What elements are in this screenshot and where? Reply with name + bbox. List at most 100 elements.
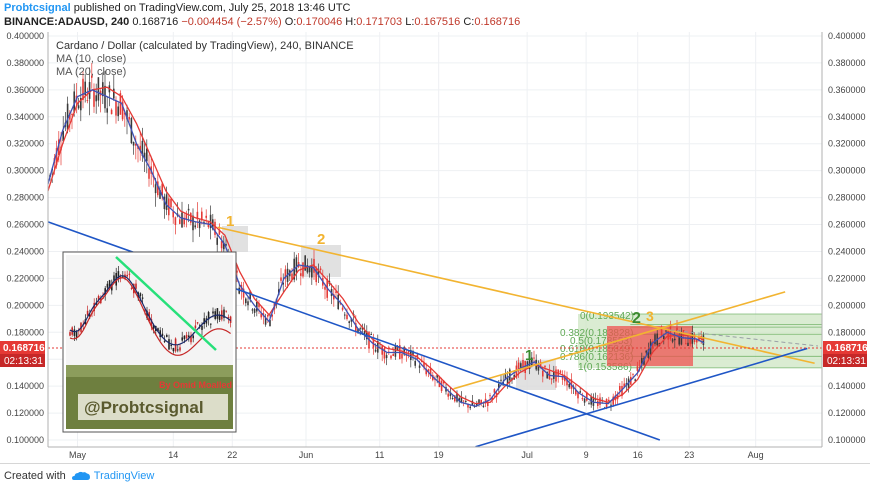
y-tick-left: 0.300000 <box>6 166 44 176</box>
created-with-text: Created with <box>4 470 66 482</box>
candle-body <box>317 269 320 275</box>
y-tick-right: 0.400000 <box>828 31 866 41</box>
candle-body <box>462 400 465 402</box>
candle-body <box>696 339 698 343</box>
y-tick-left: 0.120000 <box>6 408 44 418</box>
header-bar: Probtcsignal published on TradingView.co… <box>0 0 870 30</box>
high-label: H: <box>345 16 357 28</box>
inset-body <box>170 344 172 346</box>
x-tick-label: 19 <box>434 450 444 460</box>
candle-body <box>599 397 601 405</box>
inset-body <box>172 347 175 352</box>
chart-title: Cardano / Dollar (calculated by TradingV… <box>56 40 354 52</box>
chart-svg[interactable]: 0(0.193542) 0.382(0.183828) 0.5(0.178553… <box>0 30 870 463</box>
right-price-text: 0.168716 <box>826 343 868 354</box>
candle-body <box>198 220 201 229</box>
candle-body <box>427 369 430 372</box>
candle-body <box>271 314 273 317</box>
candle-body <box>280 277 282 281</box>
tradingview-link[interactable]: TradingView <box>93 470 155 482</box>
inset-body <box>141 297 144 299</box>
candle-body <box>423 362 425 368</box>
candle-body <box>621 386 623 397</box>
candle-body <box>509 369 511 381</box>
candle-body <box>216 237 218 245</box>
ma10-legend[interactable]: MA (10, close) <box>56 53 126 65</box>
candle-body <box>192 215 194 231</box>
candle-body <box>146 148 148 162</box>
inset-body <box>177 349 179 351</box>
candle-body <box>537 364 540 371</box>
y-tick-right: 0.320000 <box>828 139 866 149</box>
candle-body <box>300 273 302 276</box>
candle-body <box>674 338 676 341</box>
footer-bar: Created with TradingView <box>0 463 870 489</box>
candle-body <box>385 355 388 359</box>
candle-body <box>201 211 203 221</box>
x-tick-label: Jun <box>299 450 314 460</box>
candle-body <box>339 303 342 305</box>
x-tick-label: 11 <box>375 450 384 460</box>
candle-body <box>443 380 445 384</box>
candle-body <box>506 376 509 385</box>
fib-label-1: 0.382(0.183828) <box>560 328 633 339</box>
candle-body <box>438 376 441 388</box>
candle-body <box>403 347 405 355</box>
candle-body <box>489 395 491 397</box>
candle-body <box>634 379 636 381</box>
candle-body <box>407 351 410 353</box>
candle-body <box>465 401 467 403</box>
close-label: C: <box>463 16 475 28</box>
candle-body <box>449 392 452 397</box>
inset-body <box>135 283 137 289</box>
candle-body <box>58 139 60 155</box>
y-tick-right: 0.260000 <box>828 220 866 230</box>
price-change: −0.004454 (−2.57%) <box>181 16 282 28</box>
inset-body <box>108 280 111 288</box>
candle-body <box>80 98 82 111</box>
y-tick-left: 0.140000 <box>6 381 44 391</box>
candle-body <box>346 314 348 320</box>
candle-body <box>698 336 700 342</box>
candle-body <box>544 365 546 368</box>
candle-body <box>214 221 216 235</box>
ma20-legend[interactable]: MA (20, close) <box>56 66 126 78</box>
x-tick-label: 22 <box>227 450 237 460</box>
candle-body <box>324 286 326 290</box>
candle-body <box>95 95 97 102</box>
candle-body <box>119 93 122 115</box>
candle-body <box>531 357 533 366</box>
candle-body <box>566 376 568 386</box>
x-tick-label: 14 <box>168 450 178 460</box>
candle-body <box>429 368 432 376</box>
inset-body <box>218 315 221 320</box>
candle-body <box>113 88 115 99</box>
trend-line-yellow-1 <box>453 291 786 390</box>
x-tick-label: Aug <box>748 450 764 460</box>
wave-count-2-green: 2 <box>632 310 641 327</box>
candle-body <box>636 366 639 371</box>
candle-body <box>381 345 383 355</box>
inset-body <box>188 335 190 338</box>
inset-body <box>181 337 183 341</box>
candle-body <box>73 91 75 113</box>
right-price-tag <box>823 341 867 354</box>
inset-body <box>97 296 100 301</box>
candle-body <box>284 269 287 279</box>
candle-body <box>132 141 135 146</box>
published-text: published on TradingView.com, July 25, 2… <box>73 2 351 14</box>
candle-body <box>476 403 478 407</box>
candle-body <box>319 268 322 271</box>
inset-body <box>152 325 155 329</box>
inset-handle-bg <box>78 394 228 420</box>
inset-body <box>117 271 120 279</box>
chart-area[interactable]: 0(0.193542) 0.382(0.183828) 0.5(0.178553… <box>0 30 870 463</box>
candle-body <box>350 318 353 322</box>
author-link[interactable]: Probtcsignal <box>4 2 71 14</box>
candle-body <box>258 303 260 308</box>
candle-body <box>194 225 196 228</box>
candle-body <box>344 314 346 316</box>
candle-body <box>597 400 599 407</box>
inset-body <box>185 334 188 339</box>
candle-body <box>638 366 641 368</box>
